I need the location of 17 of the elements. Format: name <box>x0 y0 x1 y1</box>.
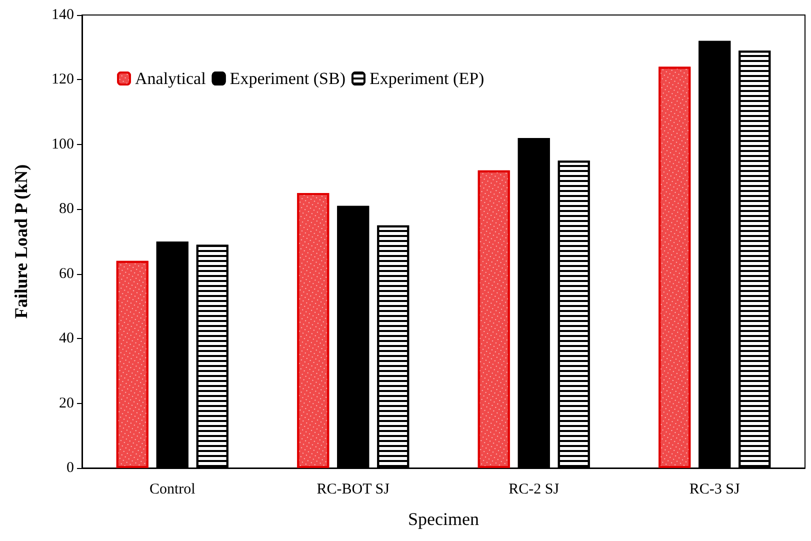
legend-label: Experiment (EP) <box>369 69 484 88</box>
x-tick-label: RC-3 SJ <box>689 482 740 498</box>
legend-label: Analytical <box>135 69 206 88</box>
x-tick-label: RC-BOT SJ <box>316 482 390 498</box>
x-tick-label: Control <box>149 482 196 498</box>
y-tick-label: 140 <box>52 7 74 23</box>
x-axis-title: Specimen <box>408 509 479 529</box>
y-tick-label: 60 <box>59 266 74 282</box>
y-tick-label: 40 <box>59 330 74 347</box>
y-tick-label: 0 <box>66 460 74 476</box>
x-tick-label: RC-2 SJ <box>508 482 560 498</box>
y-tick-label: 100 <box>52 136 74 152</box>
y-tick-label: 120 <box>52 72 74 88</box>
y-tick-label: 20 <box>59 395 74 412</box>
legend-label: Experiment (SB) <box>230 69 346 88</box>
y-axis-title: Failure Load P (kN) <box>11 164 31 319</box>
y-tick-label: 80 <box>59 201 74 218</box>
